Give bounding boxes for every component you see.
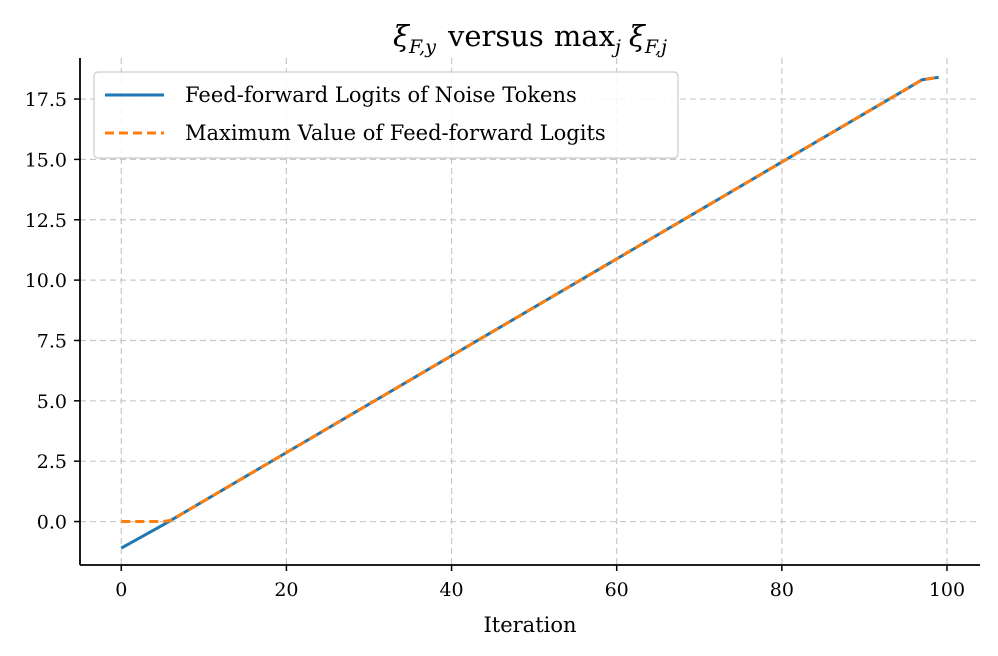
title-xi-2: ξ	[629, 19, 647, 53]
title-max: max	[554, 19, 615, 53]
axes	[79, 58, 980, 566]
title-sub-1: F,y	[408, 36, 436, 58]
chart-title: ξF,y versus maxj ξF,j	[393, 19, 667, 58]
x-tick-label: 60	[605, 579, 629, 601]
x-tick-label: 80	[770, 579, 794, 601]
y-tick-label: 0.0	[37, 512, 67, 534]
x-tick-label: 40	[439, 579, 463, 601]
title-xi-1: ξ	[393, 19, 411, 53]
series-layer	[120, 75, 939, 550]
y-tick-label: 17.5	[25, 89, 67, 111]
x-tick-label: 20	[274, 579, 298, 601]
legend-label-max-logits: Maximum Value of Feed-forward Logits	[185, 121, 606, 145]
series-line-1	[121, 75, 939, 524]
legend: Feed-forward Logits of Noise Tokens Maxi…	[93, 71, 679, 159]
y-tick-label: 2.5	[37, 451, 67, 473]
y-tick-label: 12.5	[25, 210, 67, 232]
x-axis-title: Iteration	[483, 613, 576, 637]
x-tick-label: 0	[115, 579, 127, 601]
legend-label-noise-tokens: Feed-forward Logits of Noise Tokens	[185, 83, 577, 107]
title-versus: versus	[447, 19, 544, 53]
y-tick-label: 15.0	[25, 149, 67, 171]
y-tick-label: 5.0	[37, 391, 67, 413]
x-tick-label: 100	[929, 579, 965, 601]
title-max-sub: j	[611, 36, 621, 58]
ticks: 0 20 40 60 80 100 0.0 2.5 5.0 7.5 10.0 12.5 15.0 17.5	[25, 89, 965, 601]
legend-frame	[93, 71, 679, 159]
y-tick-label: 10.0	[25, 270, 67, 292]
title-sub-2: F,j	[644, 36, 667, 58]
y-tick-label: 7.5	[37, 330, 67, 352]
